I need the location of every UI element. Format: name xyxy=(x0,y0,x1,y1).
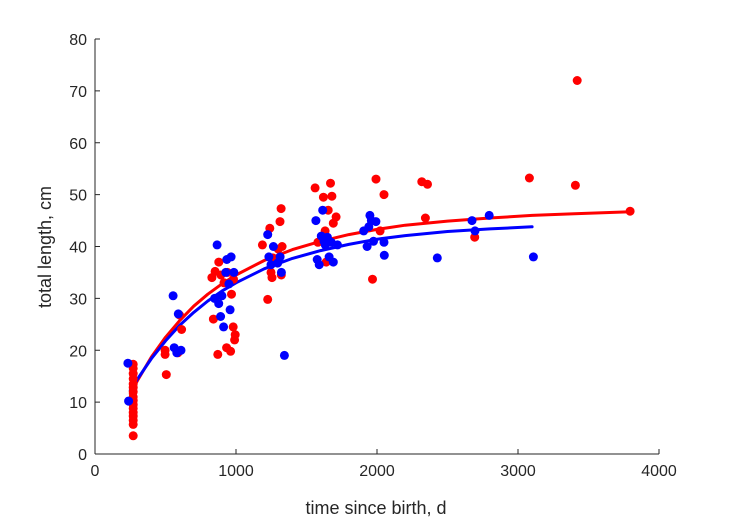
fit-curve-2 xyxy=(128,225,534,392)
data-point-series-1 xyxy=(570,180,580,190)
data-point-series-2 xyxy=(379,237,389,247)
data-point-series-2 xyxy=(225,305,235,315)
y-axis-label: total length, cm xyxy=(35,186,55,308)
data-point-series-2 xyxy=(229,267,239,277)
data-point-series-1 xyxy=(326,178,335,188)
data-point-series-1 xyxy=(230,330,240,340)
data-point-series-1 xyxy=(310,183,320,193)
data-point-series-2 xyxy=(219,322,229,332)
data-point-series-2 xyxy=(168,291,178,301)
data-point-series-2 xyxy=(214,299,224,309)
data-point-series-2 xyxy=(173,309,183,319)
data-point-series-1 xyxy=(263,294,273,304)
data-point-series-2 xyxy=(279,350,289,360)
data-point-series-1 xyxy=(267,273,277,283)
data-point-series-1 xyxy=(161,370,171,380)
data-point-series-1 xyxy=(226,346,236,356)
data-point-series-2 xyxy=(264,252,274,262)
x-tick-label: 4000 xyxy=(641,463,677,480)
y-tick-label: 80 xyxy=(69,32,87,49)
data-point-series-2 xyxy=(221,267,231,277)
data-point-series-1 xyxy=(213,349,223,359)
data-point-series-1 xyxy=(318,192,328,202)
data-point-series-2 xyxy=(333,240,342,250)
data-point-series-1 xyxy=(128,431,138,441)
y-tick-label: 0 xyxy=(78,447,87,464)
data-point-series-1 xyxy=(379,190,389,200)
data-point-series-1 xyxy=(331,212,341,222)
y-tick-label: 30 xyxy=(69,291,87,308)
data-point-series-2 xyxy=(268,242,278,251)
data-point-series-2 xyxy=(369,236,378,246)
y-tick-label: 20 xyxy=(69,343,87,360)
y-tick-label: 70 xyxy=(69,84,87,101)
y-tick-label: 10 xyxy=(69,395,87,412)
data-point-series-1 xyxy=(128,419,138,429)
data-point-series-2 xyxy=(314,260,324,270)
data-point-series-2 xyxy=(311,216,321,226)
data-point-series-1 xyxy=(368,274,377,284)
data-point-series-2 xyxy=(318,205,328,215)
x-tick-label: 3000 xyxy=(500,463,536,480)
data-point-series-2 xyxy=(467,216,477,226)
data-point-series-2 xyxy=(212,240,222,250)
data-point-series-1 xyxy=(625,206,635,216)
data-point-series-1 xyxy=(375,226,385,236)
data-point-series-1 xyxy=(275,217,285,227)
data-point-series-2 xyxy=(379,250,389,260)
x-tick-label: 1000 xyxy=(218,463,254,480)
data-point-series-2 xyxy=(276,267,286,277)
data-point-series-2 xyxy=(224,279,234,289)
data-point-series-2 xyxy=(216,312,226,321)
data-point-series-2 xyxy=(263,230,273,240)
x-tick-label: 0 xyxy=(91,463,100,480)
data-point-series-1 xyxy=(371,174,381,184)
data-point-series-2 xyxy=(124,396,134,406)
y-tick-label: 40 xyxy=(69,240,87,257)
data-point-series-1 xyxy=(227,289,236,299)
data-point-series-2 xyxy=(528,252,538,262)
data-point-series-1 xyxy=(177,325,187,334)
data-point-series-2 xyxy=(275,252,285,262)
data-point-series-1 xyxy=(160,349,170,359)
data-point-series-1 xyxy=(228,322,238,332)
fit-lines xyxy=(128,210,633,396)
x-tick-label: 2000 xyxy=(359,463,395,480)
data-point-series-2 xyxy=(217,291,227,301)
axes: 0 1000 2000 3000 4000 0 10 20 30 40 50 60 70 80 xyxy=(69,32,677,480)
data-point-series-1 xyxy=(327,191,337,201)
data-point-series-1 xyxy=(277,242,287,251)
y-tick-label: 50 xyxy=(69,188,87,205)
data-point-series-2 xyxy=(371,217,381,227)
data-point-series-2 xyxy=(123,358,133,368)
data-point-series-2 xyxy=(432,253,442,263)
data-point-series-2 xyxy=(176,345,186,355)
data-point-series-1 xyxy=(257,240,267,250)
data-point-series-1 xyxy=(214,257,224,267)
data-point-series-1 xyxy=(572,76,582,85)
data-point-series-1 xyxy=(208,314,218,324)
data-point-series-1 xyxy=(423,179,432,189)
data-point-series-2 xyxy=(226,252,236,262)
data-point-series-2 xyxy=(470,226,480,236)
data-point-series-1 xyxy=(524,173,534,183)
data-points xyxy=(123,76,635,441)
x-axis-label: time since birth, d xyxy=(305,498,446,518)
data-point-series-2 xyxy=(328,257,338,267)
data-point-series-2 xyxy=(484,210,494,220)
data-point-series-1 xyxy=(276,204,286,214)
y-tick-label: 60 xyxy=(69,136,87,153)
data-point-series-1 xyxy=(420,213,430,223)
data-point-series-2 xyxy=(362,242,372,251)
